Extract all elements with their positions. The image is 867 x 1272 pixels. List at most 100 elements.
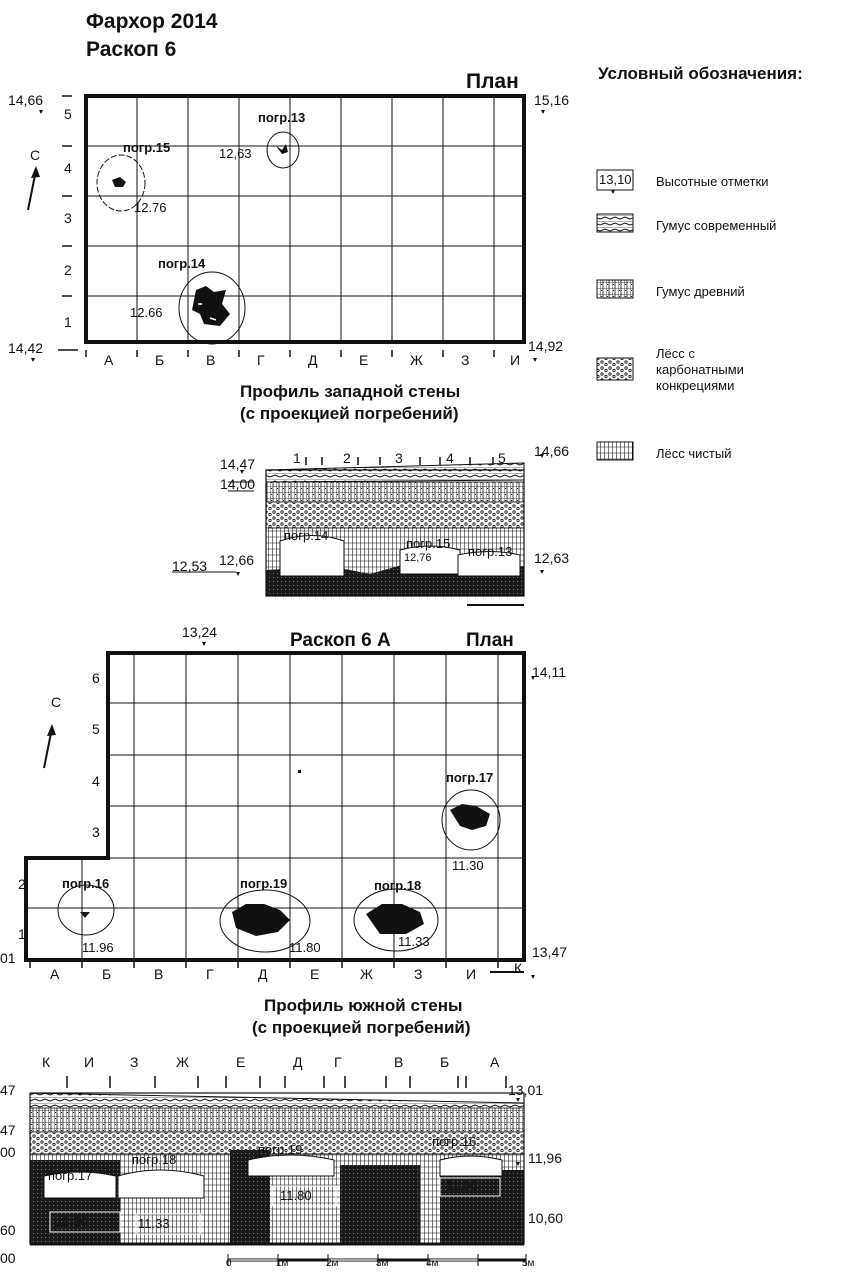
plan6a-grid	[24, 651, 526, 973]
scale-label: 3м	[376, 1258, 389, 1269]
profile-west-burial: погр.13	[468, 544, 513, 559]
burial-elevation: 11.33	[398, 934, 430, 949]
profile-south-col: З	[130, 1054, 139, 1070]
profile-west-inner-elev: 12,76	[404, 552, 432, 564]
plan6a-col-label: Г	[206, 966, 214, 982]
profile-south-title: Профиль южной стены	[264, 996, 463, 1015]
plan6-grid	[58, 94, 526, 357]
profile-west-col: 2	[343, 450, 351, 466]
profile-west-burial: погр.15	[406, 536, 451, 551]
profile-west-subtitle: (с проекцией погребений)	[240, 404, 459, 423]
burial-label: погр.16	[62, 876, 110, 891]
profile-south-burial: погр.19	[258, 1142, 303, 1157]
burial-label: погр.13	[258, 110, 306, 125]
profile-south-left-elev: 47	[0, 1122, 16, 1138]
profile-south-drawing	[29, 1076, 527, 1266]
plan6-col-label: Ж	[410, 352, 423, 368]
plan6a-col-label: Е	[310, 966, 320, 982]
profile-south-col: К	[42, 1054, 51, 1070]
plan6a-burials-shapes	[57, 770, 501, 953]
plan6-col-label: И	[510, 352, 521, 368]
scale-label: 5м	[522, 1258, 535, 1269]
legend-label-elevation: Высотные отметки	[656, 174, 769, 189]
plan6a-row-label: 2	[18, 876, 26, 892]
plan6a-bottom-right-elev: 13,47	[532, 944, 568, 960]
profile-west-elev: 14,00	[220, 476, 256, 492]
scale-label: 0	[226, 1258, 232, 1269]
plan6a-bottom-left-elev: 01	[0, 950, 16, 966]
profile-south-right-elev: 10,60	[528, 1210, 564, 1226]
profile-south-burial-elev: 11.30	[56, 1214, 88, 1229]
profile-south-burial-elev: 11.33	[138, 1216, 170, 1231]
profile-south-burial: погр.18	[132, 1152, 177, 1167]
profile-west-title: Профиль западной стены	[240, 382, 461, 401]
plan6a-col-label: Д	[258, 966, 268, 982]
plan6a-label: План	[466, 630, 514, 651]
profile-south-left-elev: 00	[0, 1250, 16, 1266]
plan6-north-label: С	[30, 147, 41, 163]
plan6-burials-shapes	[96, 131, 300, 345]
profile-west-col: 1	[293, 450, 301, 466]
plan6-row-label: 5	[64, 106, 72, 122]
profile-west-col: 3	[395, 450, 403, 466]
profile-south-burial-elev: 11.80	[280, 1188, 312, 1203]
site-title: Фархор 2014	[86, 10, 218, 33]
profile-west-drawing	[172, 454, 544, 606]
plan6a-row-label: 3	[92, 824, 100, 840]
plan6a-col-label: А	[50, 966, 60, 982]
profile-west-col: 5	[498, 450, 506, 466]
profile-south-col: А	[490, 1054, 500, 1070]
profile-west-elev: 14,47	[220, 456, 256, 472]
profile-south-left-elev: 00	[0, 1144, 16, 1160]
north-arrow-icon-6a	[43, 724, 56, 769]
profile-south-burial-elev: 11.96	[446, 1178, 478, 1193]
plan6-label: План	[466, 70, 519, 93]
plan6-row-label: 3	[64, 210, 72, 226]
profile-west-elev: 12,53	[172, 558, 208, 574]
plan6-col-label: А	[104, 352, 114, 368]
profile-west-col: 4	[446, 450, 454, 466]
burial-elevation: 12.76	[134, 200, 167, 215]
profile-south-left-elev: 60	[0, 1222, 16, 1238]
burial-label: погр.14	[158, 256, 206, 271]
plan6-row-label: 1	[64, 314, 72, 330]
burial-elevation: 11.80	[289, 940, 321, 955]
excavation-title: Раскоп 6	[86, 38, 177, 61]
burial-label: погр.17	[446, 770, 494, 785]
legend-label-humus-modern: Гумус современный	[656, 218, 777, 233]
plan6-col-label: Г	[257, 352, 265, 368]
burial-elevation: 12,63	[219, 146, 252, 161]
plan6a-col-label: В	[154, 966, 164, 982]
north-arrow-icon	[27, 166, 40, 211]
plan6-corner-tr: 15,16	[534, 92, 570, 108]
plan6a-row-label: 5	[92, 721, 100, 737]
plan6-col-label: Д	[308, 352, 318, 368]
burial-label: погр.15	[123, 140, 171, 155]
profile-south-col: Д	[293, 1054, 303, 1070]
plan6a-col-label: Ж	[360, 966, 373, 982]
plan6a-right-elev: 14,11	[532, 664, 566, 680]
plan6-row-label: 2	[64, 262, 72, 278]
profile-south-col: В	[394, 1054, 404, 1070]
plan6-col-label: Б	[155, 352, 165, 368]
plan6a-col-label: И	[466, 966, 477, 982]
plan6-col-label: З	[461, 352, 470, 368]
profile-south-right-elev: 13,01	[508, 1082, 544, 1098]
profile-west-elev: 12,63	[534, 550, 570, 566]
plan6-corner-br: 14,92	[528, 338, 564, 354]
plan6a-row-label: 4	[92, 773, 100, 789]
elevation-markers-plan6	[31, 110, 545, 362]
plan6a-row-label: 6	[92, 670, 100, 686]
plan6a-row-label: 1	[18, 926, 26, 942]
profile-south-burial: погр.17	[48, 1168, 93, 1183]
profile-south-col: Б	[440, 1054, 450, 1070]
profile-west-burial: погр.14	[284, 528, 329, 543]
scale-label: 4м	[426, 1258, 439, 1269]
profile-south-subtitle: (с проекцией погребений)	[252, 1018, 471, 1037]
profile-south-left-elev: 47	[0, 1082, 16, 1098]
burial-elevation: 12.66	[130, 305, 163, 320]
plan6-corner-tl: 14,66	[8, 92, 44, 108]
plan6a-col-label: З	[414, 966, 423, 982]
plan6a-north-label: С	[51, 694, 62, 710]
